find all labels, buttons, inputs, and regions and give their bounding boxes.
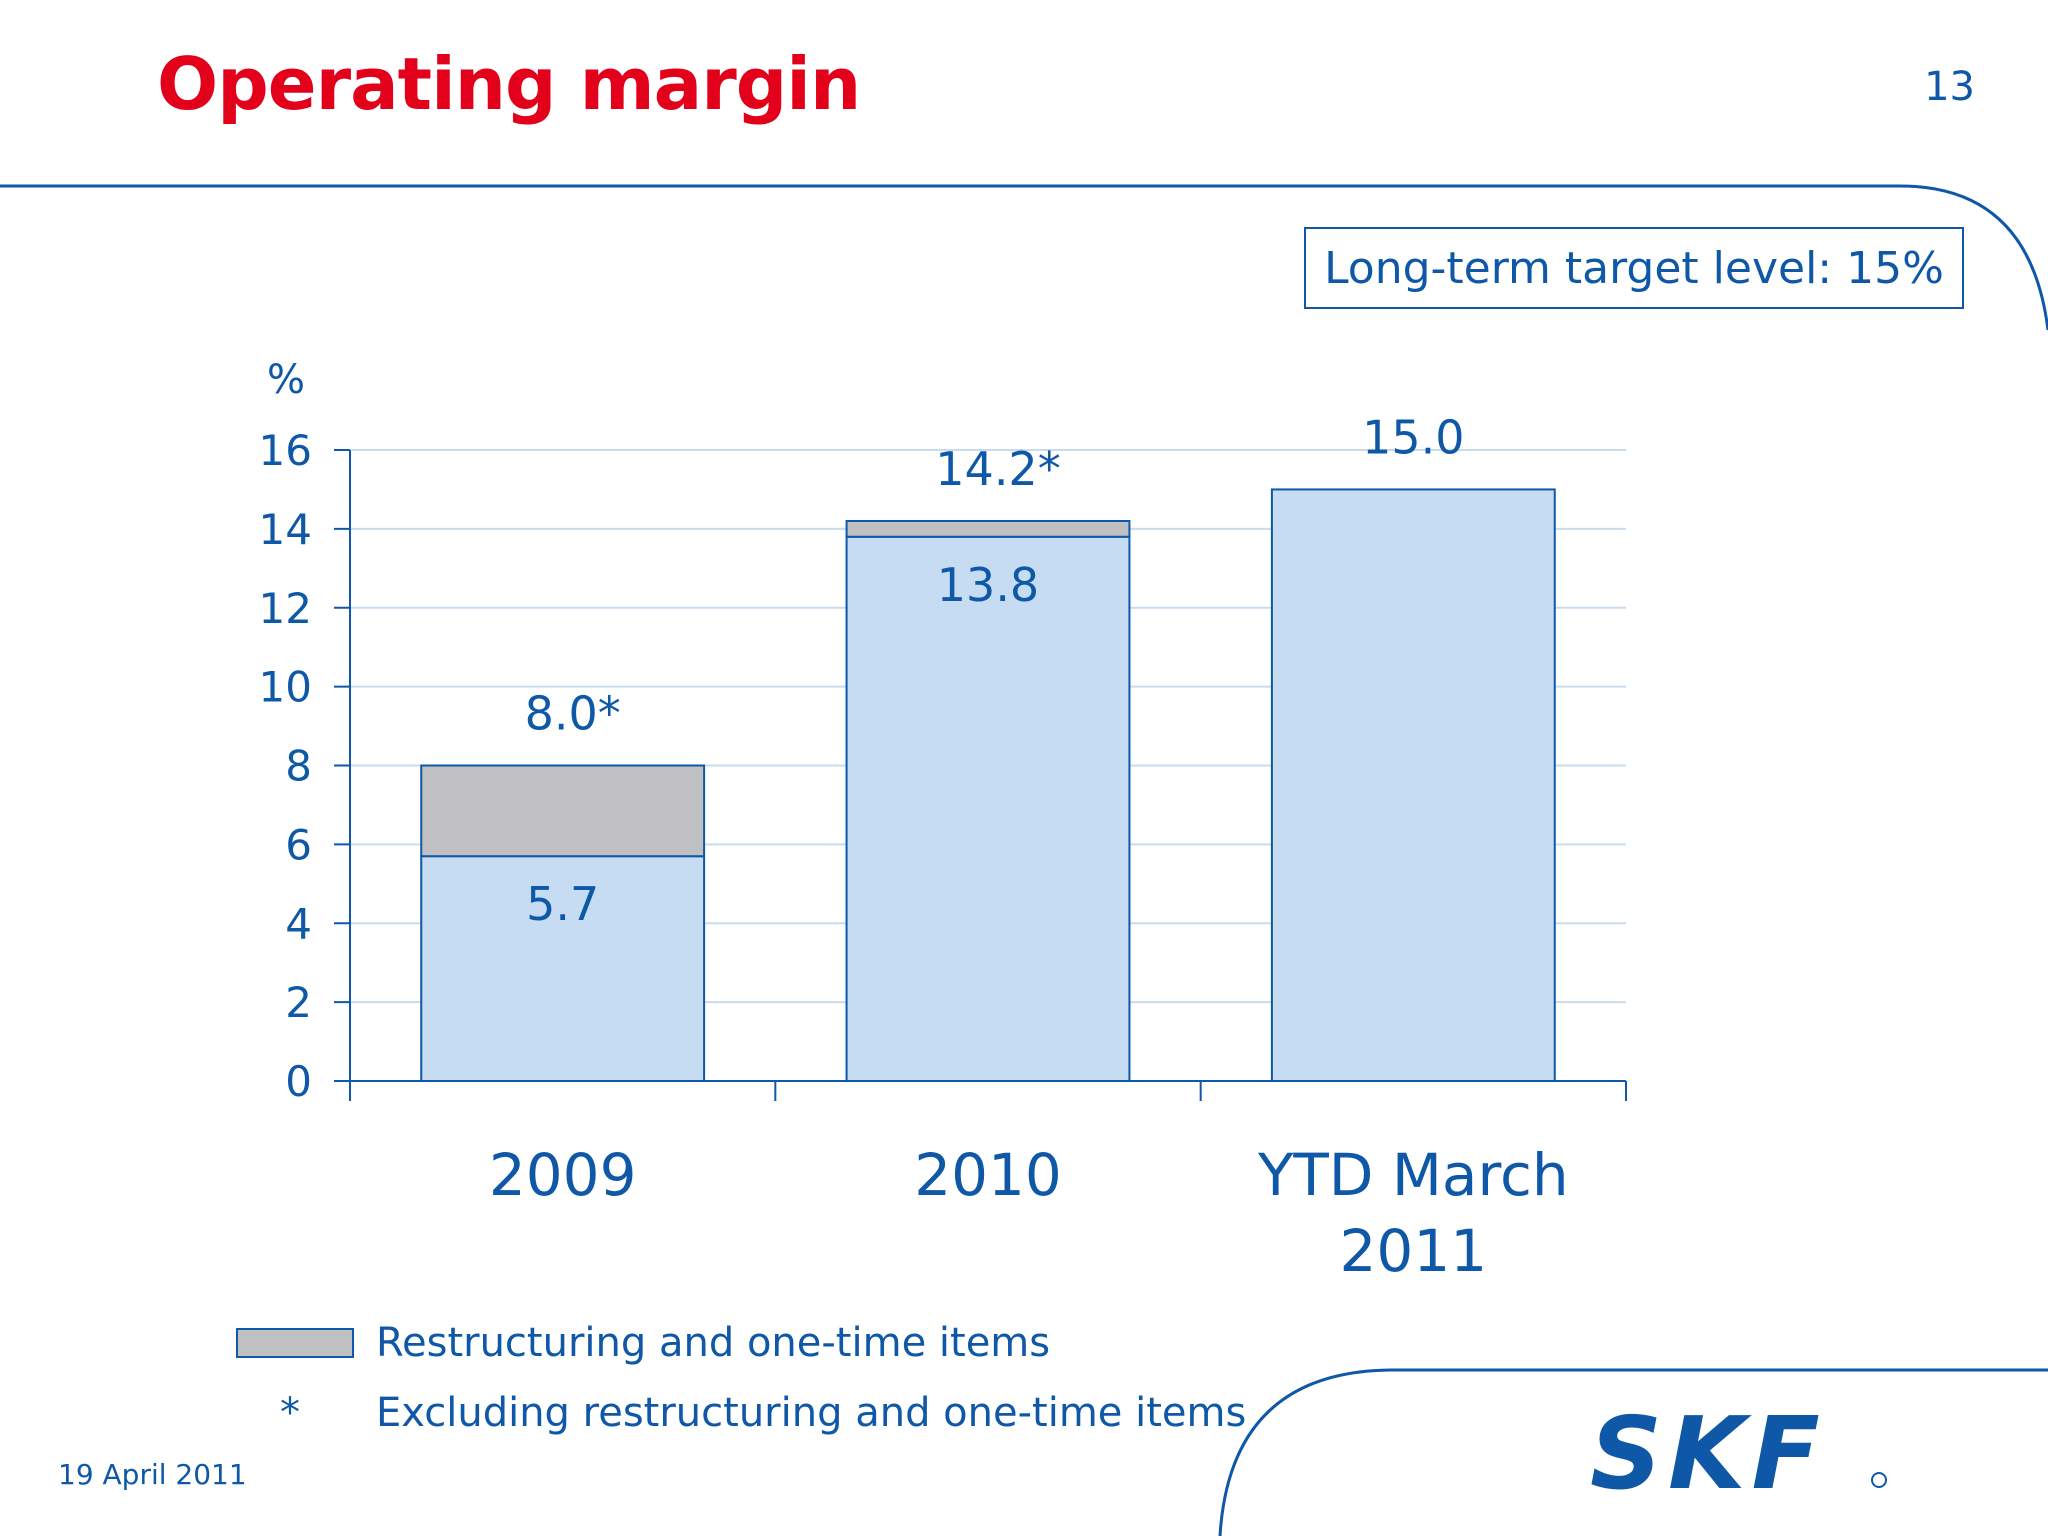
bars xyxy=(420,488,1556,1082)
y-tick-label: 6 xyxy=(285,820,312,869)
footer-curve xyxy=(1218,1368,2048,1536)
y-tick-label: 8 xyxy=(285,742,312,791)
labels: 5.7 8.0* 2009 13.8 14.2* 2010 15.0 YTD March 201… xyxy=(489,410,1569,1285)
legend-swatch-restructuring xyxy=(236,1328,354,1358)
legend-star-symbol: * xyxy=(280,1390,300,1436)
x-category-label: 2010 xyxy=(914,1141,1062,1209)
legend-label-excluding: Excluding restructuring and one-time ite… xyxy=(376,1390,1247,1436)
axes: 0 2 4 6 8 10 12 14 16% xyxy=(259,357,1627,1106)
y-tick-label: 10 xyxy=(259,663,312,712)
x-category-label: 2009 xyxy=(489,1141,637,1209)
data-label-top: 14.2* xyxy=(935,442,1060,496)
bar-restructuring xyxy=(845,519,1131,538)
y-tick-label: 0 xyxy=(285,1057,312,1106)
data-label-top: 8.0* xyxy=(525,687,621,741)
bar-operating-margin xyxy=(420,855,706,1082)
bar-operating-margin xyxy=(845,535,1131,1082)
y-tick-label: 4 xyxy=(285,899,312,948)
legend-label-restructuring: Restructuring and one-time items xyxy=(376,1320,1051,1366)
y-tick-label: 14 xyxy=(259,505,312,554)
bar-operating-margin xyxy=(1270,488,1556,1082)
page-number: 13 xyxy=(1924,64,1975,110)
y-tick-label: 2 xyxy=(285,978,312,1027)
target-note: Long-term target level: 15% xyxy=(1304,227,1964,309)
data-label-base: 13.8 xyxy=(937,558,1039,612)
y-axis-label: % xyxy=(267,357,305,403)
bar-restructuring xyxy=(420,764,706,858)
data-label-top: 15.0 xyxy=(1362,410,1464,464)
data-label-base: 5.7 xyxy=(526,877,599,931)
x-category-label: YTD March xyxy=(1257,1141,1569,1209)
y-tick-label: 16 xyxy=(259,426,312,475)
x-category-label: 2011 xyxy=(1340,1217,1488,1285)
registered-icon xyxy=(1871,1472,1887,1488)
y-tick-label: 12 xyxy=(259,584,312,633)
header-rule xyxy=(0,184,2048,331)
skf-logo-text: SKF xyxy=(1590,1395,1826,1512)
footer-date: 19 April 2011 xyxy=(58,1458,247,1491)
skf-logo: SKF xyxy=(1590,1395,1887,1512)
page-title: Operating margin xyxy=(157,42,861,126)
